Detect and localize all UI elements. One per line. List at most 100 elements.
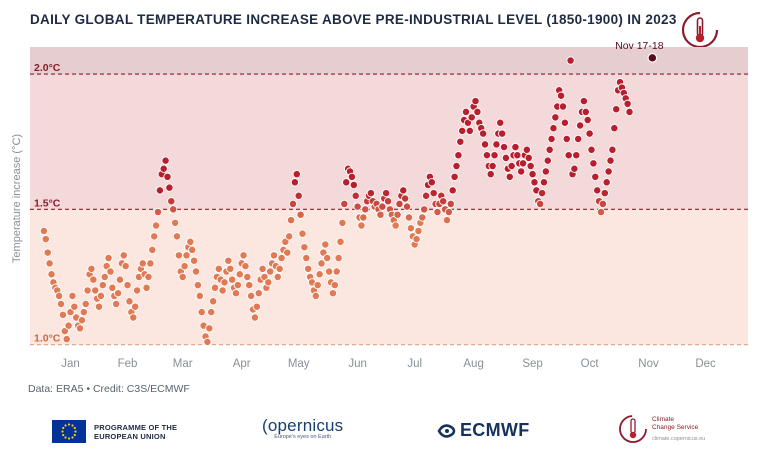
climate-change-service-logo: Climate Change Service climate.copernicu… (618, 412, 705, 446)
data-point (551, 113, 560, 122)
data-point (155, 186, 165, 195)
data-point (286, 215, 296, 225)
data-point (543, 156, 552, 165)
data-point (100, 272, 109, 282)
data-point (311, 291, 320, 301)
data-point (522, 145, 531, 154)
data-point (208, 297, 218, 306)
eu-text-line-2: EUROPEAN UNION (94, 431, 166, 441)
y-tick-label: 2.0°C (34, 62, 61, 74)
data-point (180, 261, 189, 271)
data-point (233, 280, 242, 290)
data-point (123, 280, 132, 290)
data-point (150, 232, 159, 241)
data-point (562, 134, 571, 144)
x-tick-label: Oct (581, 358, 600, 370)
data-point (587, 145, 596, 154)
x-tick-label: May (288, 358, 310, 370)
data-point (277, 253, 286, 263)
eu-programme-logo: PROGRAMME OF THE EUROPEAN UNION (52, 420, 184, 443)
data-point (195, 291, 204, 301)
data-point (418, 213, 427, 222)
data-point (112, 299, 121, 309)
data-point (131, 302, 140, 311)
data-point (89, 275, 98, 284)
x-tick-label: Sep (522, 358, 542, 370)
data-point (414, 226, 423, 236)
data-point (119, 251, 128, 260)
data-point (227, 275, 237, 284)
data-point (224, 256, 233, 265)
data-point (79, 307, 88, 317)
data-point (191, 267, 201, 276)
data-point (570, 164, 579, 173)
data-point (315, 270, 324, 279)
data-point (254, 289, 263, 298)
ccs-url: climate.copernicus.eu (652, 435, 706, 442)
data-point (539, 178, 549, 187)
y-axis-tick-labels: 1.0°C 1.5°C 2.0°C (34, 62, 61, 345)
data-point (492, 140, 501, 149)
band-1 (30, 74, 748, 210)
data-point (324, 267, 334, 276)
data-point (456, 137, 465, 146)
x-tick-label: Aug (463, 358, 483, 370)
data-point (612, 105, 621, 114)
y-axis-label-group: Temperature increase (°C) (11, 134, 23, 263)
data-point (210, 283, 220, 292)
data-point (383, 197, 393, 206)
data-point (266, 267, 275, 276)
data-point (64, 321, 73, 330)
ccs-text: Climate Change Service climate.copernicu… (652, 416, 705, 443)
data-point (486, 170, 495, 179)
data-point (45, 259, 54, 268)
x-tick-label: Jun (348, 358, 367, 370)
temperature-chart: 1.0°C 1.5°C 2.0°C Temperature increase (°C… (11, 40, 748, 370)
data-point (317, 259, 326, 268)
data-point (338, 218, 347, 227)
data-point (43, 248, 52, 257)
data-point (148, 245, 157, 255)
data-point (454, 151, 463, 160)
data-point (528, 170, 537, 179)
data-point (513, 151, 522, 160)
data-point (378, 202, 387, 211)
data-point (58, 310, 68, 319)
data-point (146, 259, 155, 268)
data-point (247, 291, 256, 301)
data-point (77, 316, 87, 325)
x-tick-label: Jan (61, 358, 80, 370)
data-point (446, 199, 455, 209)
data-point (300, 243, 309, 252)
data-point (269, 251, 279, 260)
ccs-thermometer-icon (619, 415, 647, 443)
data-point (608, 145, 617, 154)
data-point (433, 207, 442, 217)
data-point (334, 253, 343, 263)
data-point (298, 229, 307, 238)
x-axis-tick-labels: Jan Feb Mar Apr May Jun Jul Aug Sep Oct Nov Dec (61, 358, 716, 370)
data-point (444, 207, 454, 217)
annotation-group: Nov 17-18 (615, 40, 664, 63)
data-point (497, 129, 507, 138)
data-point (401, 194, 410, 203)
data-point (68, 291, 77, 301)
data-point (499, 142, 509, 152)
data-point (47, 270, 56, 279)
data-point (558, 102, 568, 111)
data-point (231, 289, 241, 298)
data-point (292, 170, 301, 179)
data-point (323, 253, 332, 263)
data-point (313, 280, 322, 290)
data-point (94, 302, 104, 311)
data-point (56, 299, 66, 309)
data-point (349, 180, 358, 190)
data-point (347, 172, 357, 182)
data-point (186, 237, 195, 246)
copernicus-logo: (opernicus Europe's eyes on Earth (262, 416, 343, 440)
copernicus-wordmark: (opernicus (262, 416, 343, 436)
data-point (541, 167, 551, 176)
data-point (203, 337, 212, 347)
data-point (596, 207, 606, 217)
data-point (302, 253, 311, 263)
